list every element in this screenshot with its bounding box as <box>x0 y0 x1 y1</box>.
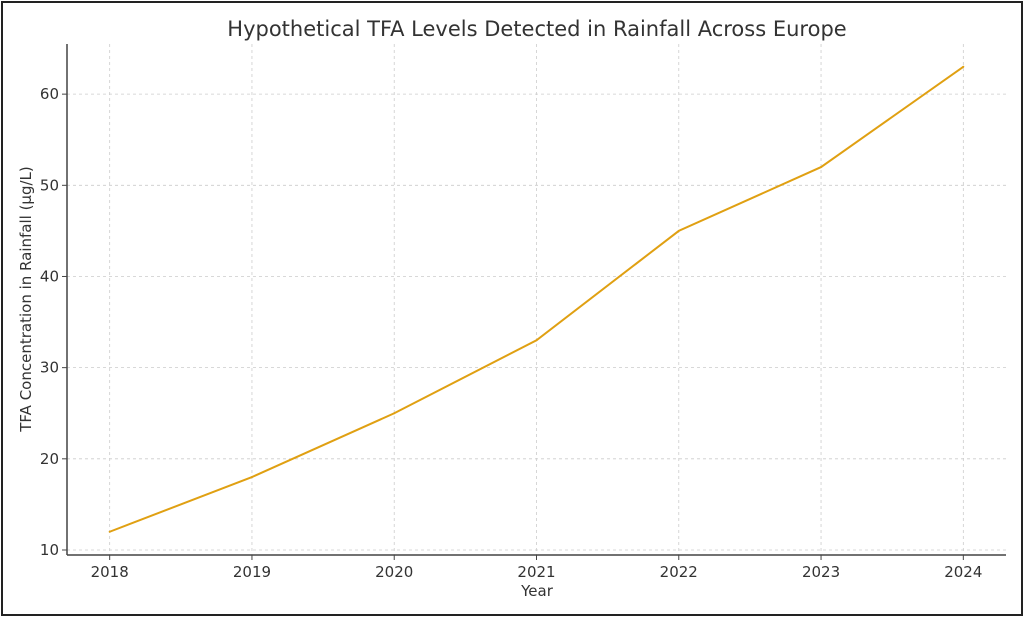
data-point <box>535 339 538 342</box>
x-tick-label: 2024 <box>944 563 982 581</box>
y-tick-label: 30 <box>40 359 59 377</box>
x-tick-label: 2023 <box>802 563 840 581</box>
chart-title: Hypothetical TFA Levels Detected in Rain… <box>227 17 846 41</box>
x-tick-label: 2022 <box>660 563 698 581</box>
y-tick-label: 10 <box>40 541 59 559</box>
axes: 2018 2019 2020 2021 2022 2023 2024 10 20 30 40 50 60 <box>40 44 1006 581</box>
x-tick-label: 2018 <box>91 563 129 581</box>
x-tick-label: 2019 <box>233 563 271 581</box>
y-tick-label: 60 <box>40 85 59 103</box>
x-tick-label: 2020 <box>375 563 413 581</box>
grid <box>67 44 1006 555</box>
y-tick-label: 50 <box>40 176 59 194</box>
data-point <box>962 65 965 68</box>
y-tick-label: 20 <box>40 450 59 468</box>
data-point <box>108 530 111 533</box>
data-point <box>250 476 253 479</box>
x-axis-label: Year <box>520 582 554 600</box>
data-point <box>820 166 823 169</box>
y-tick-label: 40 <box>40 267 59 285</box>
y-axis-label: TFA Concentration in Rainfall (µg/L) <box>17 166 35 432</box>
data-point <box>393 412 396 415</box>
data-point <box>677 229 680 232</box>
x-tick-label: 2021 <box>517 563 555 581</box>
series-layer <box>108 65 965 533</box>
